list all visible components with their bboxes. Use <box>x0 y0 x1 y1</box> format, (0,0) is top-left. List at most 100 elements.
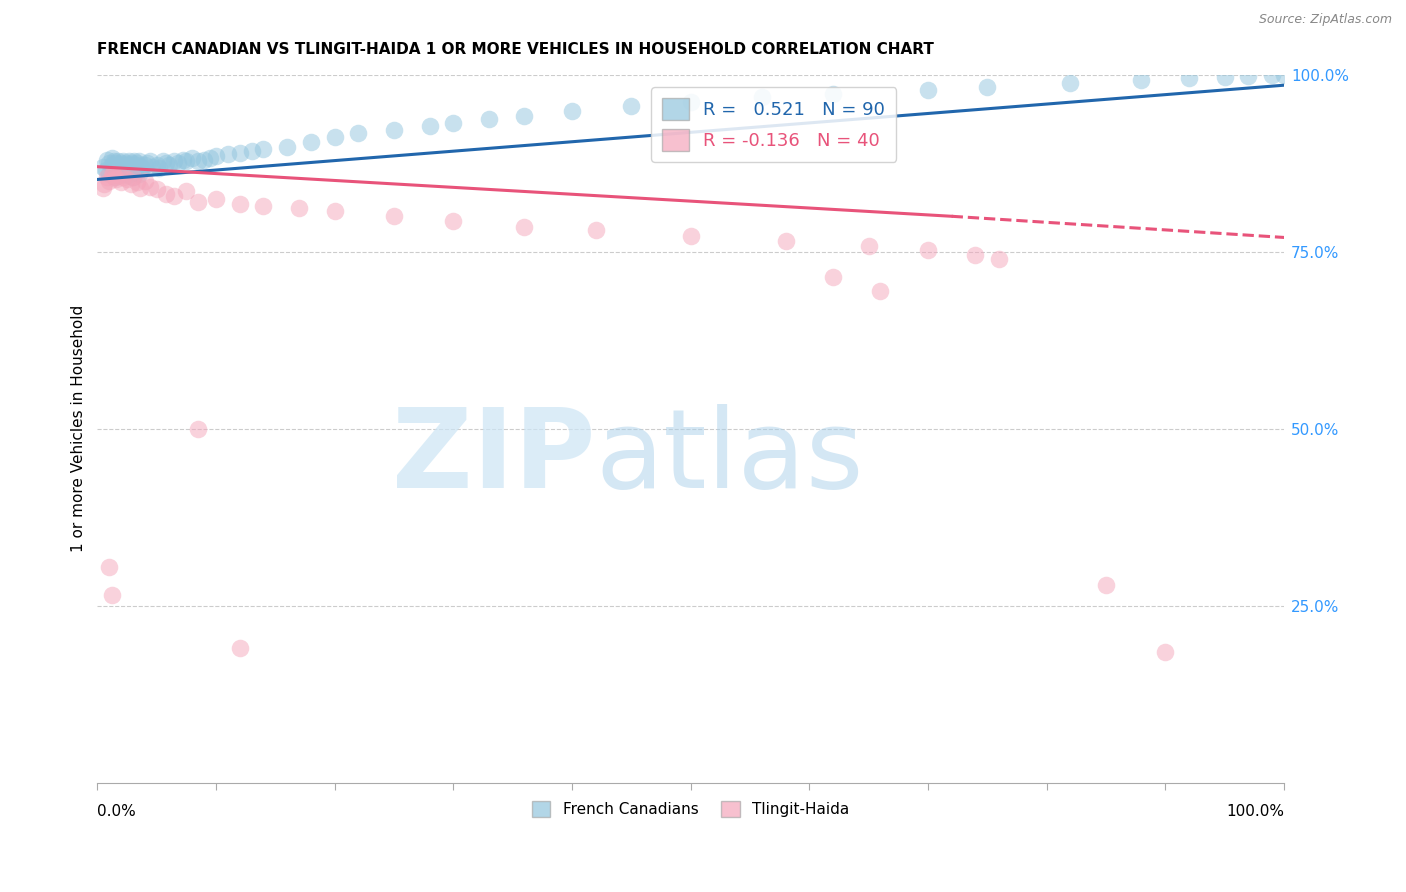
Point <box>323 130 346 145</box>
Point <box>229 145 252 160</box>
Point <box>288 201 311 215</box>
Point <box>122 165 145 179</box>
Point <box>347 126 370 140</box>
Point <box>145 158 167 172</box>
Point <box>105 160 128 174</box>
Point <box>91 181 114 195</box>
Point <box>869 284 891 298</box>
Point <box>115 158 138 172</box>
Text: atlas: atlas <box>596 404 865 510</box>
Point <box>858 239 880 253</box>
Point <box>96 153 118 167</box>
Point <box>205 192 228 206</box>
Point <box>96 170 118 185</box>
Point <box>441 116 464 130</box>
Point <box>122 160 145 174</box>
Point <box>148 161 170 175</box>
Point <box>136 156 159 170</box>
Point <box>107 165 129 179</box>
Point <box>107 154 129 169</box>
Point <box>111 158 134 172</box>
Point <box>100 588 122 602</box>
Point <box>112 167 135 181</box>
Point <box>124 161 146 175</box>
Point <box>98 560 121 574</box>
Point <box>128 167 150 181</box>
Legend: French Canadians, Tlingit-Haida: French Canadians, Tlingit-Haida <box>524 794 856 825</box>
Point <box>115 172 138 186</box>
Point <box>114 161 136 175</box>
Point <box>101 161 124 175</box>
Point <box>98 174 121 188</box>
Point <box>104 170 127 185</box>
Point <box>122 154 145 169</box>
Point <box>98 167 121 181</box>
Point <box>107 158 129 172</box>
Point <box>138 154 160 169</box>
Point <box>620 99 643 113</box>
Point <box>299 135 322 149</box>
Point <box>100 168 122 182</box>
Text: FRENCH CANADIAN VS TLINGIT-HAIDA 1 OR MORE VEHICLES IN HOUSEHOLD CORRELATION CHA: FRENCH CANADIAN VS TLINGIT-HAIDA 1 OR MO… <box>97 42 934 57</box>
Text: ZIP: ZIP <box>392 404 596 510</box>
Point <box>513 109 536 123</box>
Point <box>176 154 198 169</box>
Point <box>382 123 405 137</box>
Point <box>1130 73 1153 87</box>
Point <box>110 156 132 170</box>
Point <box>122 170 145 185</box>
Point <box>172 153 194 167</box>
Point <box>129 160 152 174</box>
Point <box>198 151 221 165</box>
Point <box>120 163 142 178</box>
Point <box>821 87 844 102</box>
Point <box>141 160 163 174</box>
Y-axis label: 1 or more Vehicles in Household: 1 or more Vehicles in Household <box>72 305 86 552</box>
Point <box>107 168 129 182</box>
Point <box>176 185 198 199</box>
Point <box>163 154 186 169</box>
Point <box>120 178 142 192</box>
Point <box>145 182 167 196</box>
Point <box>128 163 150 178</box>
Point <box>127 158 149 172</box>
Point <box>112 154 135 169</box>
Text: Source: ZipAtlas.com: Source: ZipAtlas.com <box>1258 13 1392 27</box>
Point <box>187 195 209 210</box>
Point <box>217 147 239 161</box>
Text: 100.0%: 100.0% <box>1226 805 1284 819</box>
Point <box>1213 70 1236 84</box>
Point <box>94 163 117 178</box>
Point <box>112 170 135 185</box>
Point <box>988 252 1011 266</box>
Point <box>100 151 122 165</box>
Point <box>1237 69 1260 83</box>
Point <box>240 144 263 158</box>
Text: 0.0%: 0.0% <box>97 805 136 819</box>
Point <box>110 163 132 178</box>
Point <box>1178 71 1201 86</box>
Point <box>114 156 136 170</box>
Point <box>157 158 180 172</box>
Point <box>128 154 150 169</box>
Point <box>155 186 177 201</box>
Point <box>976 80 998 95</box>
Point <box>115 168 138 182</box>
Point <box>252 199 274 213</box>
Point <box>121 156 143 170</box>
Point <box>585 223 607 237</box>
Point <box>229 641 252 656</box>
Point <box>229 196 252 211</box>
Point <box>1154 645 1177 659</box>
Point <box>98 156 121 170</box>
Point <box>110 175 132 189</box>
Point <box>751 90 773 104</box>
Point <box>513 219 536 234</box>
Point <box>155 156 177 170</box>
Point <box>419 119 441 133</box>
Point <box>478 112 501 126</box>
Point <box>134 174 156 188</box>
Point <box>103 154 125 169</box>
Point <box>193 153 215 167</box>
Point <box>1095 577 1118 591</box>
